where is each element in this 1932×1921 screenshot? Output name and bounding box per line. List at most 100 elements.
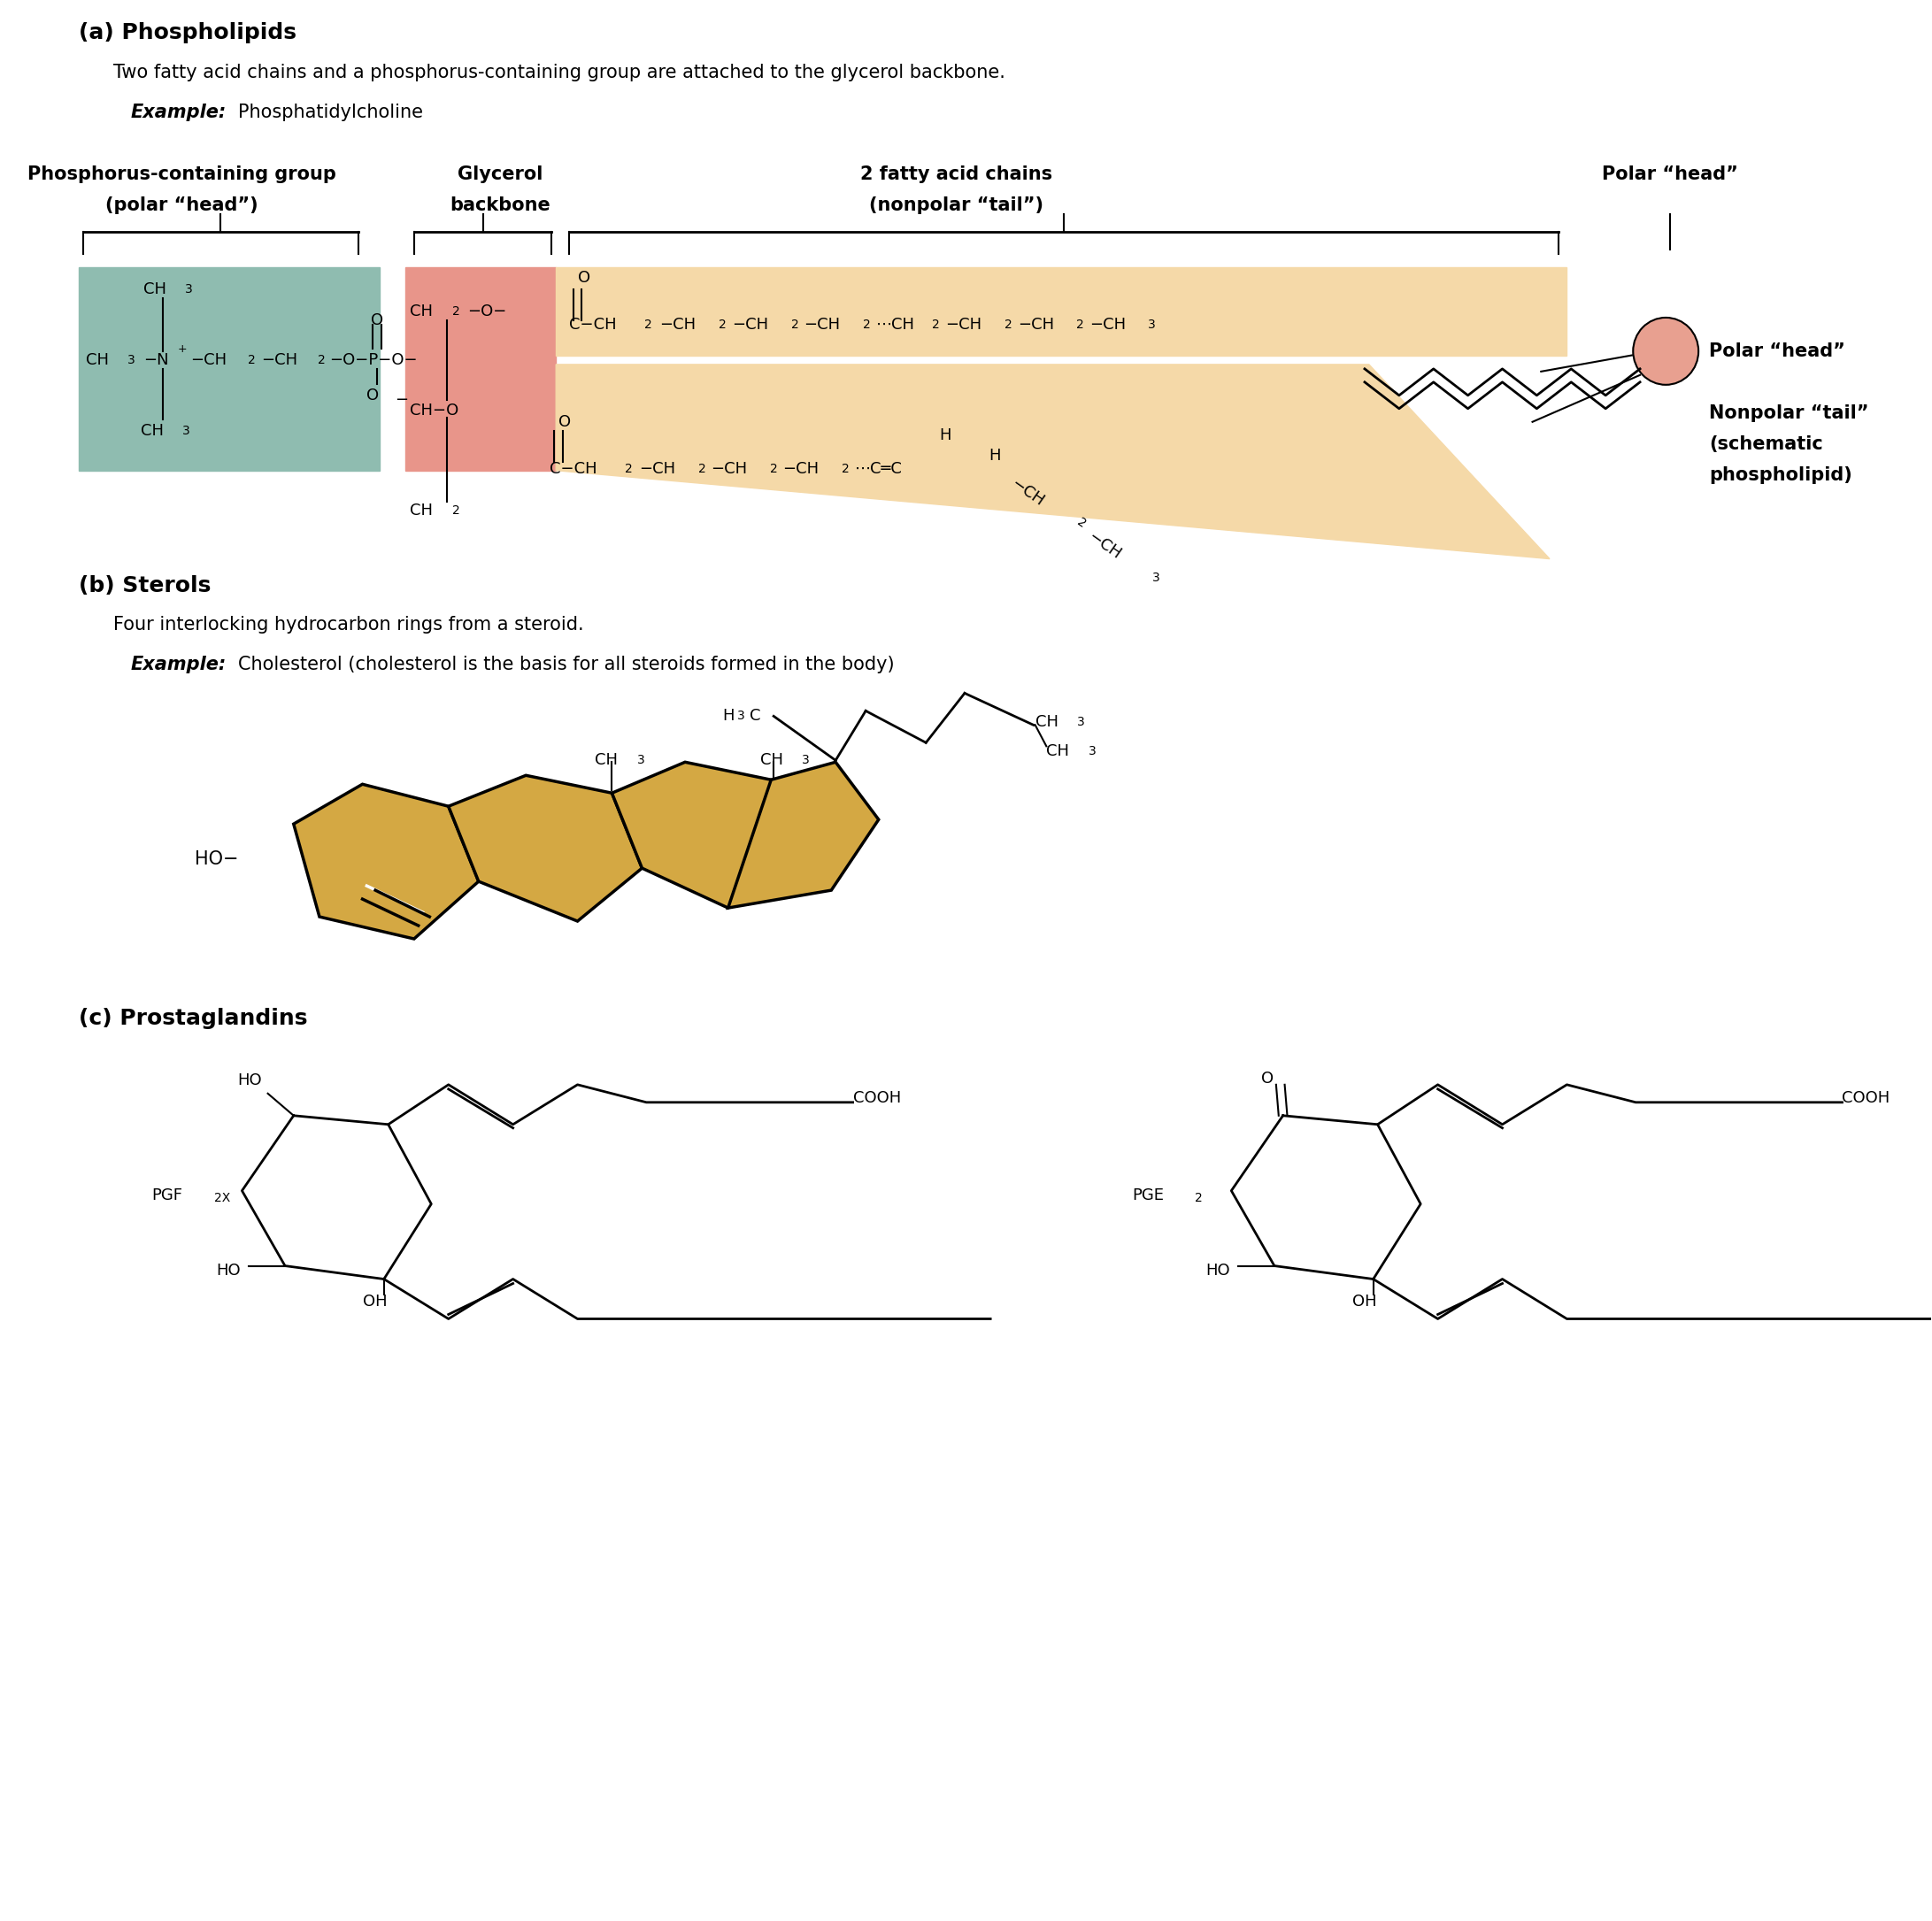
Text: 2: 2 <box>931 319 939 330</box>
Text: −CH: −CH <box>1009 476 1047 509</box>
Text: H: H <box>989 448 1001 463</box>
Text: −CH: −CH <box>1018 317 1055 332</box>
Text: Polar “head”: Polar “head” <box>1602 165 1739 182</box>
Text: Polar “head”: Polar “head” <box>1708 342 1845 359</box>
Text: Phosphorus-containing group: Phosphorus-containing group <box>27 165 336 182</box>
Text: −CH: −CH <box>732 317 769 332</box>
Text: HO: HO <box>1206 1262 1231 1277</box>
Text: (schematic: (schematic <box>1708 436 1822 453</box>
Text: −O−P−O−: −O−P−O− <box>330 352 417 369</box>
Text: O: O <box>578 269 589 286</box>
Text: H: H <box>723 709 734 724</box>
Text: 2: 2 <box>864 319 871 330</box>
Text: 2: 2 <box>719 319 726 330</box>
Text: Nonpolar “tail”: Nonpolar “tail” <box>1708 403 1868 423</box>
Text: C−CH: C−CH <box>568 317 616 332</box>
Text: −CH: −CH <box>261 352 298 369</box>
Text: 3: 3 <box>738 711 746 722</box>
Text: CH: CH <box>410 501 433 519</box>
Text: O: O <box>558 413 572 430</box>
Text: CH: CH <box>595 753 618 768</box>
Text: CH: CH <box>143 280 166 298</box>
Text: H: H <box>939 426 951 444</box>
Text: −: − <box>396 392 408 407</box>
Text: −CH: −CH <box>804 317 840 332</box>
Polygon shape <box>448 776 641 922</box>
Text: Two fatty acid chains and a phosphorus-containing group are attached to the glyc: Two fatty acid chains and a phosphorus-c… <box>112 63 1005 83</box>
Text: 2: 2 <box>1076 319 1084 330</box>
Text: CH: CH <box>759 753 782 768</box>
Text: C: C <box>750 709 761 724</box>
Text: 3: 3 <box>1088 745 1095 757</box>
Text: Phosphatidylcholine: Phosphatidylcholine <box>238 104 423 121</box>
Text: −CH: −CH <box>947 317 981 332</box>
Text: (polar “head”): (polar “head”) <box>106 196 259 215</box>
Text: 2: 2 <box>1196 1191 1204 1204</box>
Text: PGF: PGF <box>151 1187 184 1203</box>
Polygon shape <box>294 784 479 939</box>
Text: 3: 3 <box>1148 319 1155 330</box>
Text: O: O <box>371 313 383 328</box>
Text: 3: 3 <box>128 353 135 367</box>
Text: HO−: HO− <box>195 851 238 868</box>
Text: −CH: −CH <box>1086 528 1124 563</box>
Text: 2: 2 <box>1074 517 1088 530</box>
Text: 2: 2 <box>697 463 705 474</box>
Text: ⋯CH: ⋯CH <box>875 317 916 332</box>
Text: −N: −N <box>143 352 168 369</box>
Text: −CH: −CH <box>1090 317 1126 332</box>
Text: 2: 2 <box>624 463 632 474</box>
Text: −O−: −O− <box>468 304 506 319</box>
Text: 2: 2 <box>247 353 255 367</box>
Text: O: O <box>367 388 379 403</box>
Text: CH: CH <box>410 304 433 319</box>
Text: 2: 2 <box>790 319 798 330</box>
Text: 2: 2 <box>1005 319 1012 330</box>
Polygon shape <box>556 267 1567 355</box>
Text: 2: 2 <box>317 353 325 367</box>
Text: CH: CH <box>85 352 108 369</box>
Text: 3: 3 <box>185 282 193 296</box>
Text: Example:: Example: <box>129 657 226 674</box>
Text: 3: 3 <box>184 425 191 436</box>
Text: backbone: backbone <box>450 196 551 215</box>
Text: 2: 2 <box>645 319 653 330</box>
Text: OH: OH <box>1352 1293 1378 1308</box>
Bar <box>406 267 556 471</box>
Text: COOH: COOH <box>1841 1089 1889 1106</box>
Text: Example:: Example: <box>129 104 226 121</box>
Text: HO: HO <box>238 1072 263 1087</box>
Text: Four interlocking hydrocarbon rings from a steroid.: Four interlocking hydrocarbon rings from… <box>112 617 583 634</box>
Text: CH: CH <box>141 423 164 438</box>
Text: −CH: −CH <box>782 461 819 476</box>
Text: (nonpolar “tail”): (nonpolar “tail”) <box>869 196 1043 215</box>
Text: COOH: COOH <box>852 1089 900 1106</box>
Text: 3: 3 <box>1151 571 1159 584</box>
Text: −CH: −CH <box>191 352 226 369</box>
Text: 3: 3 <box>1078 717 1086 728</box>
Text: −CH: −CH <box>659 317 696 332</box>
Text: PGE: PGE <box>1132 1187 1165 1203</box>
Text: (b) Sterols: (b) Sterols <box>79 574 211 596</box>
Text: 2: 2 <box>842 463 850 474</box>
Bar <box>79 267 381 471</box>
Text: 2X: 2X <box>214 1191 230 1204</box>
Text: O: O <box>1262 1070 1273 1087</box>
Text: 2 fatty acid chains: 2 fatty acid chains <box>860 165 1053 182</box>
Text: +: + <box>178 344 187 355</box>
Text: 2: 2 <box>771 463 779 474</box>
Text: CH: CH <box>1036 715 1059 730</box>
Circle shape <box>1633 317 1698 384</box>
Polygon shape <box>728 763 879 909</box>
Text: ⋯C═C: ⋯C═C <box>854 461 902 476</box>
Text: HO: HO <box>216 1262 242 1277</box>
Text: −CH: −CH <box>639 461 676 476</box>
Text: phospholipid): phospholipid) <box>1708 467 1853 484</box>
Text: 3: 3 <box>638 755 645 766</box>
Text: (a) Phospholipids: (a) Phospholipids <box>79 23 296 44</box>
Text: −CH: −CH <box>711 461 748 476</box>
Text: Cholesterol (cholesterol is the basis for all steroids formed in the body): Cholesterol (cholesterol is the basis fo… <box>238 657 895 674</box>
Text: 3: 3 <box>802 755 810 766</box>
Text: 2: 2 <box>452 503 460 517</box>
Text: 2: 2 <box>452 305 460 317</box>
